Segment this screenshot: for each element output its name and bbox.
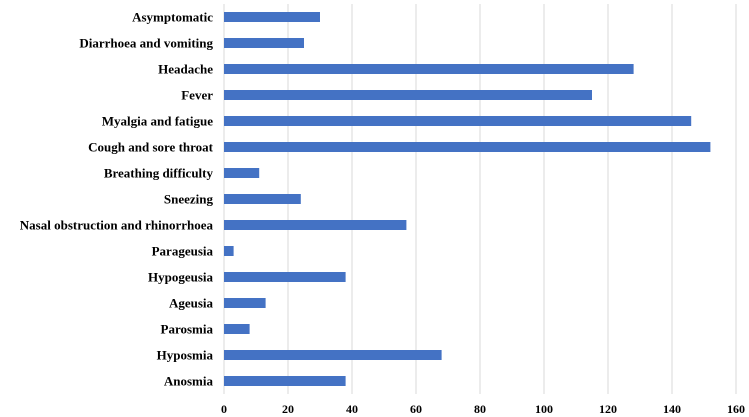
x-tick-label: 60 [410, 402, 422, 416]
category-label: Headache [158, 62, 213, 77]
category-label: Breathing difficulty [104, 166, 214, 181]
category-label: Cough and sore throat [88, 140, 214, 155]
bar [224, 90, 592, 100]
x-axis-tick-labels: 0 20 40 60 80 100 120 140 160 [221, 402, 745, 416]
category-label: Sneezing [164, 192, 214, 207]
category-label: Parageusia [152, 244, 214, 259]
category-label: Anosmia [164, 374, 214, 389]
bar [224, 324, 250, 334]
category-label: Myalgia and fatigue [102, 114, 213, 129]
x-tick-label: 120 [599, 402, 617, 416]
bar [224, 12, 320, 22]
bar [224, 272, 346, 282]
bar [224, 194, 301, 204]
bar [224, 246, 234, 256]
category-label: Parosmia [161, 322, 214, 337]
bar [224, 168, 260, 178]
bar [224, 64, 634, 74]
bar [224, 142, 711, 152]
category-label: Fever [181, 88, 213, 103]
bars [224, 12, 711, 386]
category-label: Diarrhoea and vomiting [79, 36, 213, 51]
x-tick-label: 40 [346, 402, 358, 416]
bar [224, 38, 304, 48]
bar [224, 220, 407, 230]
bar [224, 376, 346, 386]
category-label: Hypogeusia [148, 270, 214, 285]
bar [224, 298, 266, 308]
x-tick-label: 160 [727, 402, 745, 416]
x-tick-label: 140 [663, 402, 681, 416]
category-label: Nasal obstruction and rhinorrhoea [20, 218, 214, 233]
category-label: Ageusia [169, 296, 214, 311]
bar [224, 116, 692, 126]
x-tick-label: 20 [282, 402, 294, 416]
x-tick-label: 100 [535, 402, 553, 416]
x-tick-label: 80 [474, 402, 486, 416]
bar [224, 350, 442, 360]
category-label: Asymptomatic [132, 10, 213, 25]
x-tick-label: 0 [221, 402, 227, 416]
category-label: Hyposmia [157, 348, 214, 363]
category-labels: Asymptomatic Diarrhoea and vomiting Headac… [20, 10, 214, 389]
